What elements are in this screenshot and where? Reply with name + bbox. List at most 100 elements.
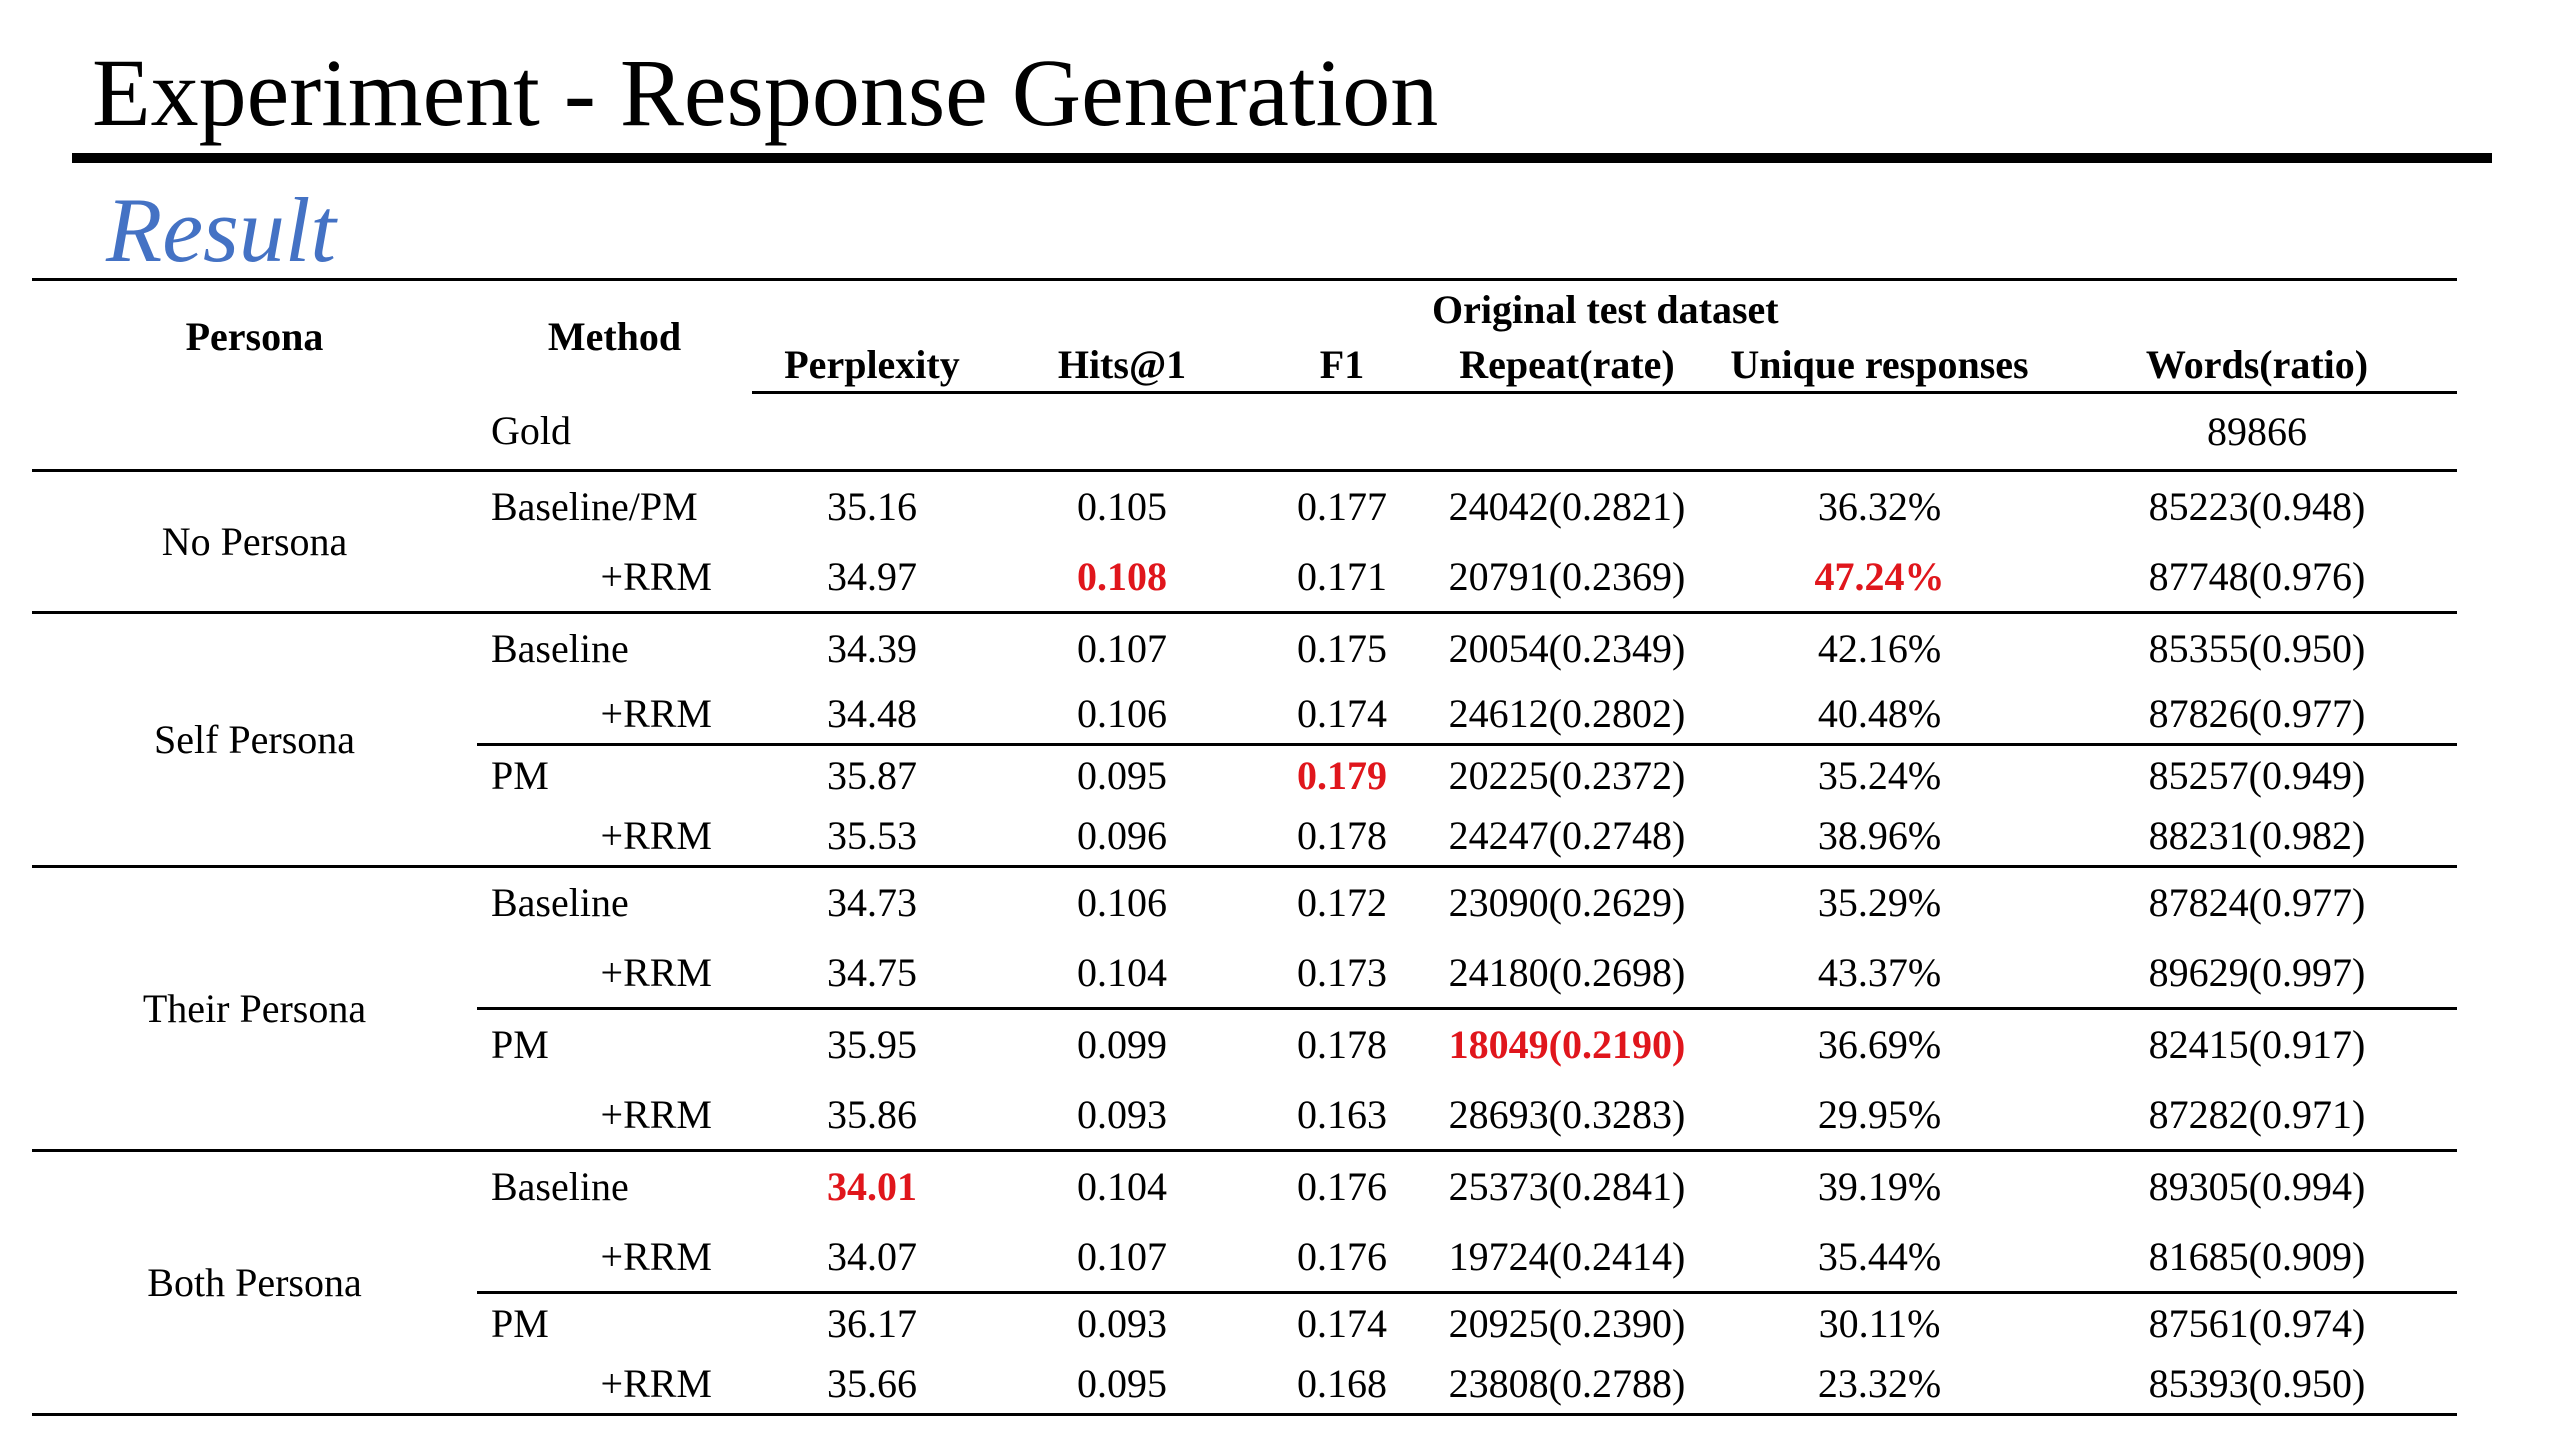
value-cell: 85355(0.950) <box>2148 626 2366 672</box>
method-cell: PM <box>491 1301 549 1347</box>
table-row: PM 36.17 0.093 0.174 20925(0.2390) 30.11… <box>32 1293 2457 1354</box>
table-row: PM 35.95 0.099 0.178 18049(0.2190) 36.69… <box>32 1009 2457 1080</box>
header-unique-responses: Unique responses <box>1702 337 2057 394</box>
value-cell: 35.44% <box>1702 1221 2057 1294</box>
value-cell: 0.096 <box>992 805 1252 868</box>
value-cell: 24247(0.2748) <box>1432 805 1702 868</box>
method-cell: +RRM <box>477 541 752 614</box>
value-cell: 36.69% <box>1817 1022 1942 1068</box>
value-cell: 34.97 <box>752 541 992 614</box>
table-row: +RRM 34.07 0.107 0.176 19724(0.2414) 35.… <box>32 1221 2457 1294</box>
persona-cell: Their Persona <box>32 866 477 1152</box>
value-cell: 35.16 <box>827 484 917 530</box>
value-cell: 38.96% <box>1702 805 2057 868</box>
results-table-container: Persona Method Original test dataset Per… <box>32 278 2457 1416</box>
method-cell: Gold <box>477 392 752 472</box>
header-f1: F1 <box>1252 337 1432 394</box>
value-cell: 85223(0.948) <box>2148 484 2366 530</box>
value-cell: 0.105 <box>1077 484 1167 530</box>
table-row: PM 35.87 0.095 0.179 20225(0.2372) 35.24… <box>32 745 2457 806</box>
value-cell: 35.53 <box>752 805 992 868</box>
table-row: Both Persona Baseline 34.01 0.104 0.176 … <box>32 1150 2457 1416</box>
value-cell: 35.95 <box>827 1022 917 1068</box>
header-persona: Persona <box>32 278 477 393</box>
value-cell: 0.178 <box>1297 1022 1387 1068</box>
value-cell-best: 0.179 <box>1297 753 1387 799</box>
method-cell: +RRM <box>477 937 752 1010</box>
header-row-2: Perplexity Hits@1 F1 Repeat(rate) Unique… <box>32 337 2457 394</box>
value-cell: 25373(0.2841) <box>1448 1164 1686 1210</box>
value-cell: 34.75 <box>752 937 992 1010</box>
table-row-gold: Gold 89866 <box>32 392 2457 472</box>
value-cell: 36.32% <box>1817 484 1942 530</box>
value-cell: 87824(0.977) <box>2148 880 2366 926</box>
slide-subtitle: Result <box>106 179 336 281</box>
value-cell: 43.37% <box>1702 937 2057 1010</box>
value-cell-best: 18049(0.2190) <box>1448 1022 1686 1068</box>
value-cell: 35.24% <box>1817 753 1942 799</box>
value-cell: 35.86 <box>752 1079 992 1152</box>
value-cell: 20054(0.2349) <box>1448 626 1686 672</box>
table-row: Their Persona Baseline 34.73 0.106 0.172… <box>32 866 2457 1152</box>
header-repeat-rate: Repeat(rate) <box>1432 337 1702 394</box>
value-cell: 23.32% <box>1702 1353 2057 1416</box>
value-cell: 0.107 <box>1077 626 1167 672</box>
value-cell: 0.173 <box>1252 937 1432 1010</box>
persona-cell: Self Persona <box>32 612 477 868</box>
value-cell: 89866 <box>2057 392 2457 472</box>
table-row: +RRM 35.66 0.095 0.168 23808(0.2788) 23.… <box>32 1353 2457 1416</box>
value-cell-best: 0.108 <box>992 541 1252 614</box>
value-cell: 0.174 <box>1297 1301 1387 1347</box>
value-cell: 23090(0.2629) <box>1448 880 1686 926</box>
method-cell: PM <box>491 753 549 799</box>
value-cell: 24180(0.2698) <box>1432 937 1702 1010</box>
value-cell: 40.48% <box>1702 683 2057 746</box>
value-cell: 34.07 <box>752 1221 992 1294</box>
value-cell: 0.175 <box>1297 626 1387 672</box>
value-cell: 0.104 <box>992 937 1252 1010</box>
method-cell: +RRM <box>477 683 752 746</box>
table-row: +RRM 35.53 0.096 0.178 24247(0.2748) 38.… <box>32 805 2457 868</box>
table-row: +RRM 35.86 0.093 0.163 28693(0.3283) 29.… <box>32 1079 2457 1152</box>
value-cell: 20225(0.2372) <box>1448 753 1686 799</box>
header-perplexity: Perplexity <box>752 337 992 394</box>
value-cell: 42.16% <box>1817 626 1942 672</box>
value-cell: 0.174 <box>1252 683 1432 746</box>
value-cell: 88231(0.982) <box>2057 805 2457 868</box>
value-cell: 82415(0.917) <box>2148 1022 2366 1068</box>
value-cell: 89629(0.997) <box>2057 937 2457 1010</box>
method-cell: +RRM <box>477 1221 752 1294</box>
value-cell: 87561(0.974) <box>2148 1301 2366 1347</box>
value-cell: 34.73 <box>827 880 917 926</box>
header-hits1: Hits@1 <box>992 337 1252 394</box>
value-cell: 87748(0.976) <box>2057 541 2457 614</box>
results-table: Persona Method Original test dataset Per… <box>32 278 2457 1416</box>
value-cell: 0.095 <box>1077 753 1167 799</box>
persona-cell: No Persona <box>32 470 477 614</box>
value-cell: 20925(0.2390) <box>1448 1301 1686 1347</box>
value-cell: 39.19% <box>1817 1164 1942 1210</box>
value-cell: 87826(0.977) <box>2057 683 2457 746</box>
value-cell: 34.48 <box>752 683 992 746</box>
value-cell: 0.099 <box>1077 1022 1167 1068</box>
value-cell: 0.104 <box>1077 1164 1167 1210</box>
header-original-test-dataset: Original test dataset <box>1432 278 1779 338</box>
value-cell: 0.168 <box>1252 1353 1432 1416</box>
table-row: No Persona Baseline/PM 35.16 0.105 0.177… <box>32 470 2457 614</box>
persona-cell: Both Persona <box>32 1150 477 1416</box>
value-cell: 87282(0.971) <box>2057 1079 2457 1152</box>
value-cell: 0.093 <box>992 1079 1252 1152</box>
value-cell: 85393(0.950) <box>2057 1353 2457 1416</box>
value-cell: 30.11% <box>1818 1301 1941 1347</box>
table-row: Self Persona Baseline 34.39 0.107 0.175 … <box>32 612 2457 868</box>
value-cell: 0.106 <box>1077 880 1167 926</box>
table-row: +RRM 34.97 0.108 0.171 20791(0.2369) 47.… <box>32 541 2457 614</box>
method-cell: +RRM <box>477 805 752 868</box>
value-cell: 0.176 <box>1297 1164 1387 1210</box>
value-cell: 0.093 <box>1077 1301 1167 1347</box>
value-cell: 24042(0.2821) <box>1448 484 1686 530</box>
value-cell: 0.177 <box>1297 484 1387 530</box>
slide-title: Experiment - Response Generation <box>92 39 1439 146</box>
value-cell: 0.172 <box>1297 880 1387 926</box>
method-cell: +RRM <box>477 1353 752 1416</box>
